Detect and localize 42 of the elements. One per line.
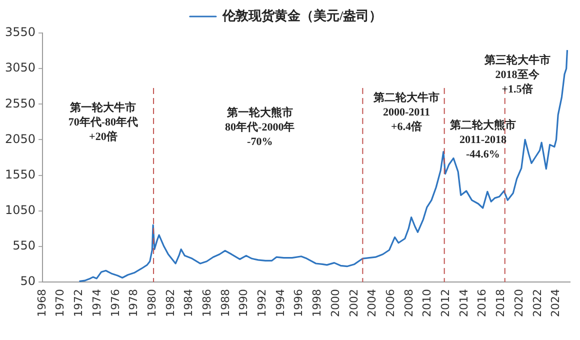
x-tick-label: 2012 xyxy=(439,289,452,318)
x-tick-label: 2018 xyxy=(494,289,508,318)
x-tick-label: 2010 xyxy=(420,289,434,318)
x-tick-label: 2022 xyxy=(530,289,544,318)
x-tick-label: 1994 xyxy=(274,289,287,318)
x-tick-label: 2016 xyxy=(476,289,489,318)
annotation: 第三轮大牛市 2018至今 +1.5倍 xyxy=(483,54,550,96)
x-tick-label: 1972 xyxy=(72,289,86,318)
x-tick-label: 1982 xyxy=(164,289,177,318)
x-tick-label: 1974 xyxy=(90,289,104,318)
y-tick-label: 3050 xyxy=(4,60,36,75)
x-tick-label: 1996 xyxy=(292,289,306,318)
y-tick-label: 2050 xyxy=(4,132,36,146)
x-tick-label: 2002 xyxy=(347,289,360,318)
y-tick-label: 550 xyxy=(12,238,36,253)
annotation: 第一轮大牛市 70年代-80年代 +20倍 xyxy=(68,100,138,143)
annotation: 第一轮大熊市 80年代-2000年 -70% xyxy=(225,106,295,148)
x-tick-label: 1978 xyxy=(127,289,140,318)
y-tick-label: 1050 xyxy=(4,202,36,217)
x-tick-label: 1986 xyxy=(200,289,214,318)
x-tick-label: 2008 xyxy=(402,289,416,318)
x-tick-label: 1976 xyxy=(108,289,122,318)
y-tick-label: 3550 xyxy=(4,25,36,40)
x-tick-label: 1990 xyxy=(237,289,250,318)
x-tick-label: 2024 xyxy=(549,289,562,318)
x-tick-label: 1998 xyxy=(310,289,324,318)
x-tick-label: 1992 xyxy=(256,289,269,318)
x-tick-label: 2014 xyxy=(457,289,470,318)
annotation: 第二轮大牛市 2000-2011 +6.4倍 xyxy=(372,91,440,134)
x-tick-label: 1988 xyxy=(218,289,232,318)
x-tick-label: 2020 xyxy=(512,289,526,318)
x-tick-label: 1968 xyxy=(35,289,48,318)
y-tick-label: 1550 xyxy=(4,167,36,182)
legend-label: 伦敦现货黄金（美元/盎司） xyxy=(221,8,382,23)
x-tick-label: 1980 xyxy=(145,289,158,318)
y-tick-label: 50 xyxy=(20,274,36,288)
x-tick-label: 2006 xyxy=(384,289,397,318)
y-tick-label: 2550 xyxy=(4,96,36,110)
x-tick-label: 2004 xyxy=(366,289,379,318)
x-tick-label: 1970 xyxy=(54,289,67,318)
x-tick-label: 2000 xyxy=(328,289,342,318)
x-tick-label: 1984 xyxy=(182,289,196,318)
